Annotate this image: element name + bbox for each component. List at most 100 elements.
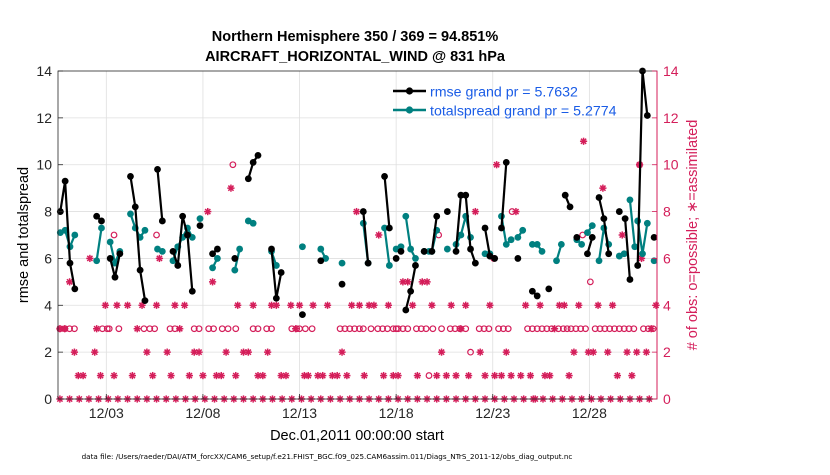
obs-possible-marker-58	[467, 348, 474, 356]
obs-assimilated-marker-13-stroke-3	[124, 302, 131, 309]
rmse-point-22-0	[452, 248, 460, 255]
totalspread-point-25-1	[519, 226, 527, 234]
totalspread-point-22-1	[457, 231, 465, 239]
obs-assimilated-marker-113	[594, 301, 602, 309]
obs-assimilated-marker-56	[323, 301, 332, 309]
obs-assimilated-marker-19-stroke-3	[153, 302, 160, 309]
rmse-point-23-2	[491, 255, 499, 262]
x-tick-label-3: 12/18	[379, 405, 414, 421]
rmse-point-11-0	[299, 311, 306, 319]
obs-assimilated-marker-23	[171, 301, 179, 309]
rmse-point-35-0	[650, 233, 658, 241]
legend-rmse-label: rmse grand pr = 5.7632	[430, 85, 578, 101]
obs-assimilated-marker-8-stroke-3	[93, 325, 100, 332]
obs-assimilated-marker-23-stroke-3	[171, 302, 179, 309]
obs-assimilated-marker-9	[96, 371, 105, 380]
obs-assimilated-marker-38-stroke-3	[240, 349, 247, 356]
obs-possible-marker-53	[438, 325, 445, 333]
totalspread-point-8-1	[236, 245, 244, 253]
rmse-point-27-0	[545, 285, 553, 293]
obs-possible-marker-37	[359, 325, 367, 333]
obs-possible-marker-38	[367, 325, 375, 333]
obs-assimilated-marker-119	[623, 348, 631, 356]
obs-assimilated-marker-42	[259, 371, 267, 380]
obs-possible-marker-23	[249, 325, 257, 333]
rmse-point-0-2	[66, 259, 74, 267]
obs-possible-marker-84	[601, 325, 609, 333]
obs-possible-marker-3	[71, 325, 78, 333]
obs-assimilated-marker-57-stroke-3	[329, 372, 336, 379]
obs-assimilated-marker-99-stroke-3	[527, 372, 534, 379]
obs-possible-marker-60	[480, 325, 488, 333]
y2-axis-label: # of obs: o=possible; ∗=assimilated	[685, 120, 701, 351]
rmse-point-23-0	[481, 224, 489, 232]
obs-possible-marker-5	[103, 325, 111, 333]
obs-assimilated-marker-21	[163, 348, 171, 356]
obs-assimilated-marker-5-stroke-3	[79, 372, 87, 379]
rmse-point-13-0	[338, 280, 346, 288]
obs-assimilated-marker-93	[497, 371, 506, 380]
rmse-line-3	[129, 176, 147, 301]
rmse-point-14-1	[364, 259, 372, 267]
obs-assimilated-marker-84	[457, 325, 465, 333]
obs-assimilated-marker-33-stroke-3	[218, 372, 225, 379]
rmse-point-17-0	[397, 248, 405, 255]
obs-assimilated-marker-83-stroke-3	[452, 372, 460, 379]
rmse-point-3-0	[127, 173, 134, 180]
totalspread-point-28-1	[578, 240, 586, 248]
totalspread-point-1-0	[93, 257, 101, 265]
obs-assimilated-marker-119-stroke-3	[623, 349, 631, 356]
obs-possible-marker-87	[615, 325, 623, 333]
totalspread-point-32-0	[626, 196, 634, 204]
rmse-point-18-1	[407, 287, 415, 295]
obs-assimilated-marker-41-stroke-3	[254, 372, 262, 379]
rmse-point-12-0	[317, 257, 325, 265]
obs-assimilated-marker-116-stroke-3	[609, 302, 616, 309]
totalspread-point-12-0	[317, 245, 325, 253]
y2-tick-label-1: 2	[663, 344, 671, 360]
obs-assimilated-marker-107	[565, 371, 573, 380]
obs-assimilated-marker-68	[379, 371, 388, 380]
obs-assimilated-marker-40-stroke-3	[250, 302, 257, 309]
obs-assimilated-marker-125-stroke-3	[648, 325, 655, 332]
rmse-point-33-1	[626, 276, 634, 283]
totalspread-line-32	[628, 199, 636, 247]
obs-possible-marker-78	[577, 325, 585, 333]
obs-possible-marker-16	[195, 325, 203, 333]
totalspread-point-4-1	[158, 248, 166, 255]
obs-assimilated-marker-77-stroke-3	[423, 278, 431, 285]
obs-assimilated-marker-12-stroke-3	[113, 302, 121, 309]
rmse-point-18-2	[412, 262, 419, 269]
obs-assimilated-marker-7	[91, 348, 99, 356]
totalspread-point-3-0	[127, 210, 134, 218]
obs-assimilated-marker-15-stroke-3	[134, 325, 141, 332]
obs-assimilated-marker-15	[133, 325, 141, 333]
obs-assimilated-marker-80-stroke-3	[438, 349, 445, 356]
y-tick-label-6: 12	[36, 110, 52, 126]
obs-possible-marker-42	[389, 325, 397, 333]
obs-possible-marker-69	[533, 325, 541, 333]
obs-assimilated-marker-120-stroke-3	[628, 372, 636, 379]
obs-possible-marker-21	[229, 161, 237, 169]
obs-assimilated-marker-76-stroke-3	[419, 278, 426, 285]
legend: rmse grand pr = 5.7632 totalspread grand…	[393, 85, 617, 120]
obs-assimilated-marker-44-stroke-3	[268, 302, 275, 309]
obs-assimilated-marker-25	[180, 301, 189, 309]
obs-assimilated-marker-104	[550, 325, 559, 333]
obs-assimilated-marker-57	[328, 371, 336, 380]
rmse-point-2-1	[111, 273, 119, 281]
obs-assimilated-marker-22	[167, 371, 175, 380]
right-y-axis: 0 2 4 6 8 10 12 14	[652, 63, 679, 407]
obs-assimilated-marker-72-stroke-3	[399, 278, 407, 285]
rmse-point-4-0	[154, 166, 161, 173]
obs-assimilated-marker-99	[526, 371, 535, 380]
obs-possible-marker-85	[606, 325, 614, 333]
rmse-point-15-0	[381, 173, 388, 180]
rmse-point-30-1	[588, 233, 596, 241]
obs-assimilated-marker-39-stroke-3	[245, 349, 252, 356]
obs-assimilated-marker-34	[222, 348, 230, 356]
obs-assimilated-marker-110-stroke-3	[580, 138, 587, 145]
x-axis-label: Dec.01,2011 00:00:00 start	[270, 428, 444, 444]
rmse-point-9-1	[249, 158, 257, 166]
obs-assimilated-marker-25-stroke-3	[181, 302, 188, 309]
